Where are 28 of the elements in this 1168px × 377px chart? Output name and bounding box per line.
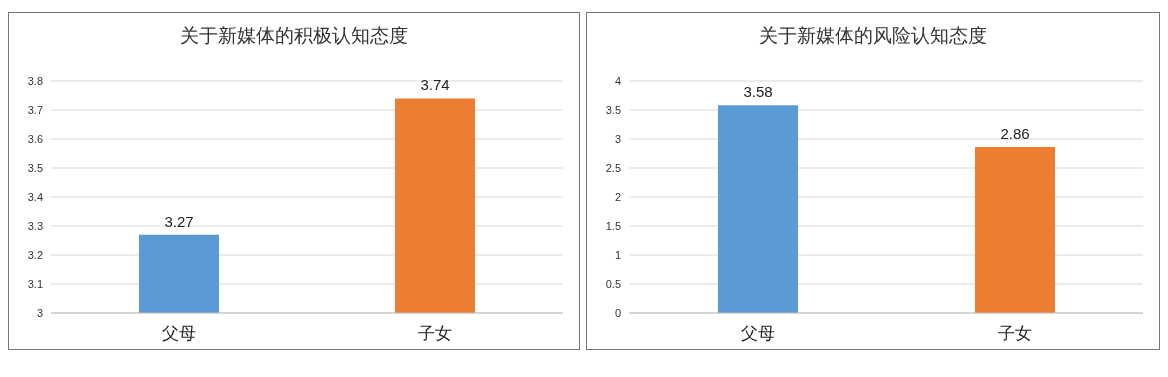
y-tick-label: 2.5: [605, 161, 621, 174]
y-tick-label: 3.4: [27, 190, 43, 203]
data-label: 3.58: [743, 83, 773, 101]
chart-title: 关于新媒体的积极认知态度: [179, 24, 409, 48]
x-tick-label: 子女: [418, 324, 452, 344]
y-tick-label: 3: [614, 132, 621, 145]
y-tick-label: 3.7: [27, 103, 43, 116]
data-label: 2.86: [1000, 125, 1030, 143]
y-tick-label: 2: [614, 190, 621, 203]
chart-title: 关于新媒体的风险认知态度: [758, 24, 988, 48]
y-tick-label: 4: [614, 74, 621, 87]
y-tick-label: 3: [36, 306, 43, 319]
y-tick-label: 3.2: [27, 248, 43, 261]
data-label: 3.27: [164, 212, 194, 230]
y-tick-label: 3.5: [605, 103, 621, 116]
y-tick-label: 3.3: [27, 219, 43, 232]
y-tick-label: 1: [614, 248, 621, 261]
y-tick-label: 1.5: [605, 219, 621, 232]
x-tick-label: 父母: [162, 324, 196, 344]
y-tick-label: 0: [614, 306, 621, 319]
y-tick-label: 3.1: [27, 277, 43, 290]
x-tick-label: 子女: [997, 324, 1032, 344]
x-tick-label: 父母: [740, 324, 775, 344]
y-tick-label: 3.6: [27, 132, 43, 145]
y-tick-label: 3.8: [27, 74, 43, 87]
y-tick-label: 0.5: [605, 277, 621, 290]
data-label: 3.74: [420, 76, 450, 94]
y-tick-label: 3.5: [27, 161, 43, 174]
